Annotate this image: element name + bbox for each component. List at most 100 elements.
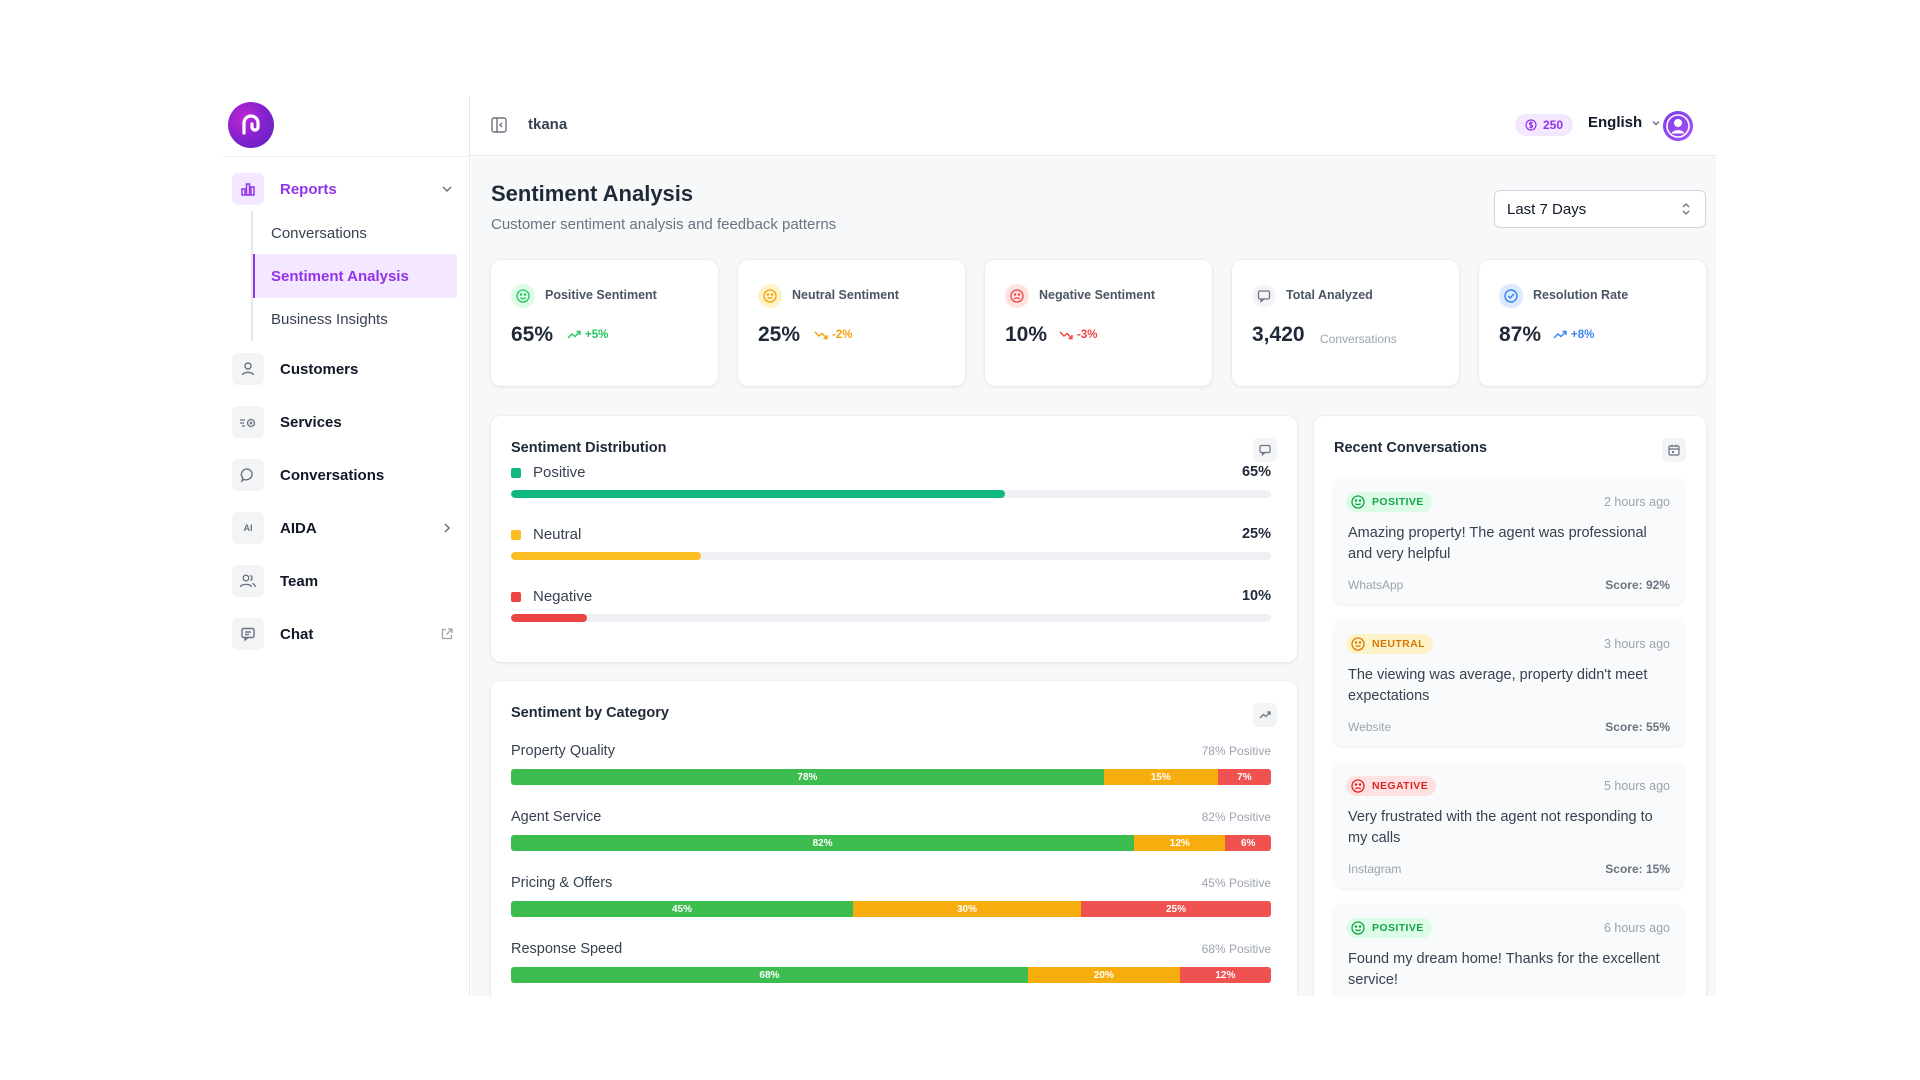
kpi-trend: +5% xyxy=(567,329,608,341)
segment-negative: 12% xyxy=(1179,967,1271,983)
category-positive-text: 68% Positive xyxy=(1201,942,1271,956)
language-selector[interactable]: English xyxy=(1588,114,1662,131)
sentiment-badge: NEUTRAL xyxy=(1346,634,1433,654)
sidebar-item-chat[interactable]: Chat xyxy=(232,611,458,657)
conversation-item[interactable]: POSITIVE 6 hours ago Found my dream home! … xyxy=(1334,904,1684,996)
kpi-trend: -2% xyxy=(814,329,852,341)
segment-label: 6% xyxy=(1240,837,1256,849)
sentiment-badge: NEGATIVE xyxy=(1346,776,1437,796)
category-stacked-bar: 82% 12% 6% xyxy=(511,835,1271,851)
message-square-icon xyxy=(1252,284,1276,308)
sidebar-subitem-sentiment-analysis[interactable]: Sentiment Analysis xyxy=(253,254,457,298)
sentiment-badge-text: NEGATIVE xyxy=(1372,780,1429,792)
sidebar-item-team[interactable]: Team xyxy=(232,558,458,604)
sidebar-item-aida[interactable]: AI AIDA xyxy=(232,505,458,551)
category-positive-text: 78% Positive xyxy=(1201,744,1271,758)
category-positive-text: 82% Positive xyxy=(1201,810,1271,824)
kpi-trend: +8% xyxy=(1553,329,1594,341)
chat-bubble-icon xyxy=(232,459,264,491)
distribution-label-text: Positive xyxy=(533,464,586,481)
conversation-source: Instagram xyxy=(1348,862,1402,876)
kpi-value: 65% xyxy=(511,323,554,346)
segment-negative: 7% xyxy=(1217,769,1271,785)
sidebar-item-conversations[interactable]: Conversations xyxy=(232,452,458,498)
category-stacked-bar: 68% 20% 12% xyxy=(511,967,1271,983)
card-title: Recent Conversations xyxy=(1334,440,1488,456)
distribution-percent: 10% xyxy=(1241,588,1271,604)
sidebar-toggle-icon[interactable] xyxy=(490,116,510,136)
kpi-value: 25% xyxy=(758,323,801,346)
distribution-label: Positive xyxy=(511,464,586,481)
kpi-card-neutral: Neutral Sentiment 25% -2% xyxy=(738,260,965,386)
workspace-name: tkana xyxy=(528,116,568,133)
conversation-item[interactable]: NEGATIVE 5 hours ago Very frustrated with … xyxy=(1334,762,1684,888)
conversation-item[interactable]: NEUTRAL 3 hours ago The viewing was averag… xyxy=(1334,620,1684,746)
check-circle-icon xyxy=(1499,284,1523,308)
kpi-trend-value: +8% xyxy=(1571,329,1595,341)
sidebar-item-label: Reports xyxy=(280,180,337,198)
category-label: Pricing & Offers xyxy=(511,875,613,891)
distribution-label: Negative xyxy=(511,588,592,605)
distribution-bar-fill xyxy=(511,490,1005,498)
smile-icon xyxy=(1351,921,1365,935)
segment-label: 12% xyxy=(1215,969,1236,981)
smile-icon xyxy=(1351,495,1365,509)
language-label: English xyxy=(1588,114,1643,131)
segment-neutral: 20% xyxy=(1027,967,1180,983)
distribution-label-text: Negative xyxy=(533,588,593,605)
app-window: Reports Conversations Sentiment Analysis… xyxy=(222,96,1716,996)
conversation-source: WhatsApp xyxy=(1348,578,1404,592)
trending-up-icon[interactable] xyxy=(1253,703,1277,727)
kpi-trend-value: -3% xyxy=(1077,329,1098,341)
chevron-down-icon xyxy=(440,182,454,196)
conversation-item[interactable]: POSITIVE 2 hours ago Amazing property! The… xyxy=(1334,478,1684,604)
segment-positive: 82% xyxy=(511,835,1135,851)
date-range-select[interactable]: Last 7 Days xyxy=(1494,190,1706,228)
segment-label: 25% xyxy=(1165,903,1186,915)
segment-label: 12% xyxy=(1169,837,1190,849)
message-icon[interactable] xyxy=(1253,438,1277,462)
sidebar-item-label: Team xyxy=(280,572,319,590)
segment-label: 30% xyxy=(956,903,977,915)
main-content: Sentiment Analysis Customer sentiment an… xyxy=(471,157,1716,996)
sidebar-item-reports[interactable]: Reports xyxy=(232,166,458,212)
conversation-time: 2 hours ago xyxy=(1603,495,1670,509)
sentiment-badge-text: POSITIVE xyxy=(1372,496,1424,508)
segment-label: 78% xyxy=(797,771,818,783)
bar-chart-icon xyxy=(232,173,264,205)
sidebar-item-label: Chat xyxy=(280,625,314,643)
app-logo[interactable] xyxy=(228,102,274,148)
conversation-message: Amazing property! The agent was professi… xyxy=(1348,525,1647,562)
sidebar-item-customers[interactable]: Customers xyxy=(232,346,458,392)
avatar[interactable] xyxy=(1663,111,1693,141)
external-link-icon[interactable] xyxy=(440,627,454,641)
credits-badge[interactable]: 250 xyxy=(1515,114,1574,136)
kpi-value: 87% xyxy=(1499,323,1542,346)
sidebar-item-services[interactable]: Services xyxy=(232,399,458,445)
segment-neutral: 12% xyxy=(1134,835,1226,851)
sentiment-badge-text: NEUTRAL xyxy=(1372,638,1425,650)
kpi-value: 3,420 xyxy=(1252,323,1305,346)
sidebar-item-label: AIDA xyxy=(280,519,317,537)
sentiment-badge: POSITIVE xyxy=(1346,918,1432,938)
sentiment-badge-text: POSITIVE xyxy=(1372,922,1424,934)
distribution-percent: 25% xyxy=(1241,526,1271,542)
conversation-message: Very frustrated with the agent not respo… xyxy=(1348,809,1653,846)
user-icon xyxy=(232,353,264,385)
distribution-bar-fill xyxy=(511,614,587,622)
calendar-icon[interactable] xyxy=(1662,438,1686,462)
sidebar-subitem-business-insights[interactable]: Business Insights xyxy=(271,310,388,328)
date-range-value: Last 7 Days xyxy=(1507,200,1587,218)
kpi-card-negative: Negative Sentiment 10% -3% xyxy=(985,260,1212,386)
kpi-value: 10% xyxy=(1005,323,1048,346)
segment-label: 82% xyxy=(812,837,833,849)
category-label: Property Quality xyxy=(511,743,615,759)
sidebar-divider xyxy=(222,156,470,157)
recent-conversations-card: Recent Conversations POSITIVE 2 hours ago… xyxy=(1314,416,1706,996)
distribution-track xyxy=(511,614,1271,622)
kpi-label: Resolution Rate xyxy=(1533,288,1629,302)
category-stacked-bar: 78% 15% 7% xyxy=(511,769,1271,785)
neutral-face-icon xyxy=(1351,637,1365,651)
sidebar-subitem-conversations[interactable]: Conversations xyxy=(271,224,367,242)
sidebar-item-label: Conversations xyxy=(280,466,385,484)
